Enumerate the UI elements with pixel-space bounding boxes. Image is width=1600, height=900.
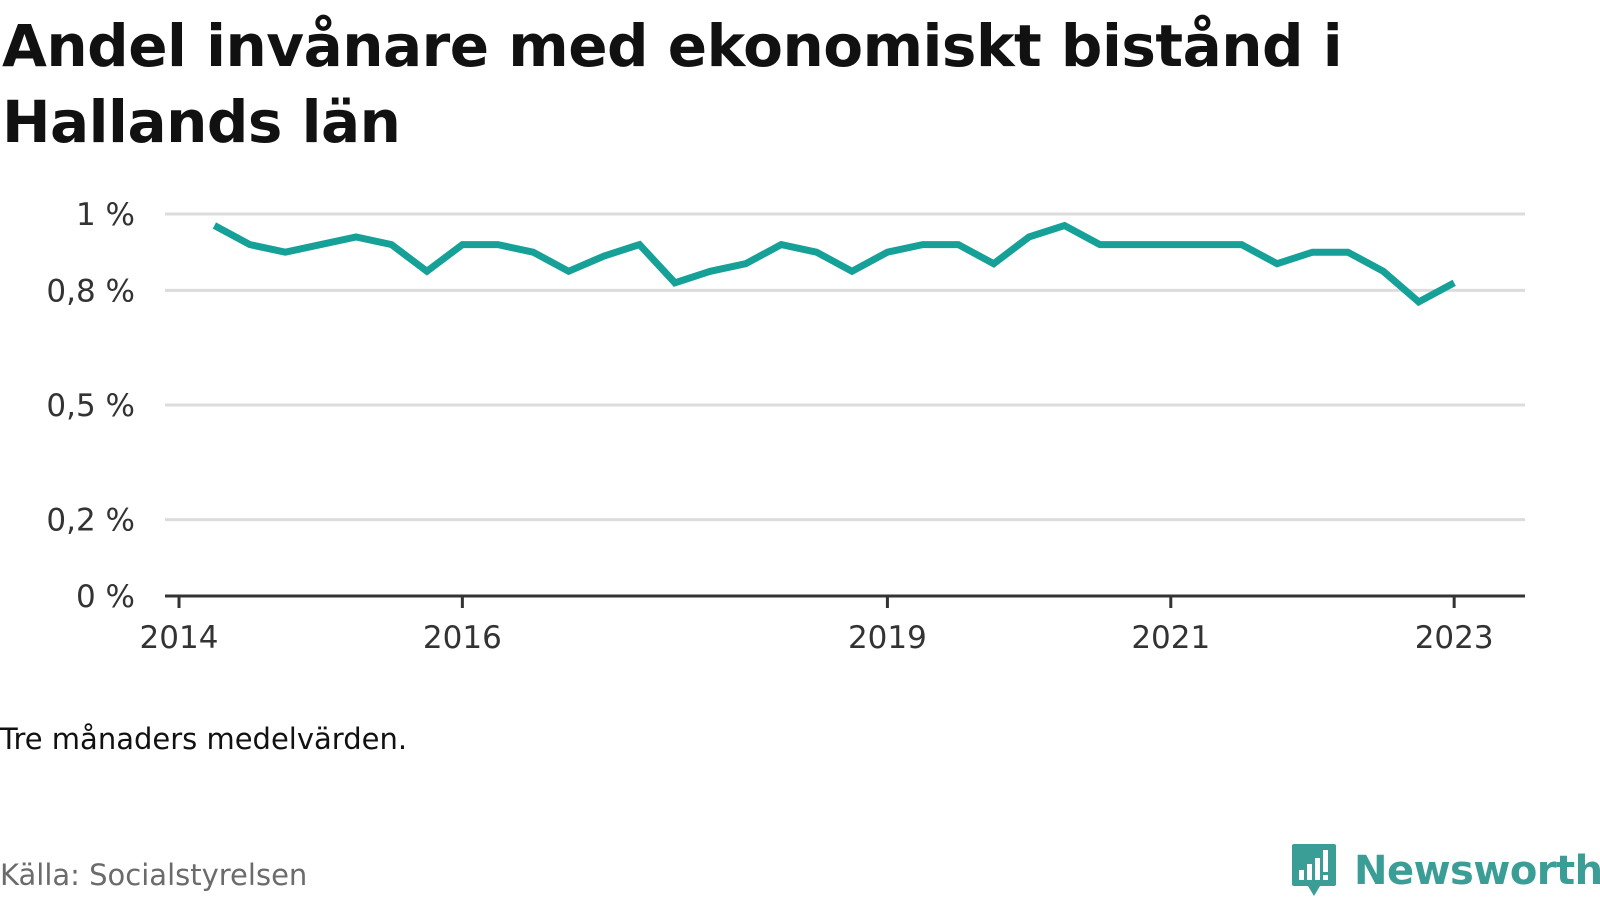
x-tick-label: 2014 bbox=[140, 620, 219, 656]
y-tick-label: 0 % bbox=[76, 579, 135, 615]
source-text: Källa: Socialstyrelsen bbox=[0, 858, 308, 892]
brand-name: Newsworthy bbox=[1354, 848, 1600, 894]
line-chart: 0 %0,2 %0,5 %0,8 %1 % 2014 2016 2019 2021 20… bbox=[46, 197, 1525, 656]
newsworthy-logo: Newsworthy bbox=[1290, 842, 1600, 900]
y-tick-label: 0,5 % bbox=[46, 388, 135, 424]
x-tick-label: 2023 bbox=[1415, 620, 1494, 656]
series-line bbox=[212, 221, 1456, 307]
x-tick-label: 2016 bbox=[423, 620, 502, 656]
chart-title: Andel invånare med ekonomiskt bistånd i … bbox=[2, 12, 1343, 156]
x-tick-label: 2021 bbox=[1131, 620, 1210, 656]
series-lines bbox=[212, 221, 1456, 307]
y-axis-ticks: 0 % 0,2 % 0,5 % 0,8 % 1 % bbox=[46, 197, 135, 615]
y-tick-label: 1 % bbox=[76, 197, 135, 233]
y-tick-label: 0,2 % bbox=[46, 503, 135, 539]
bar-chart-icon bbox=[1292, 844, 1336, 896]
y-tick-label: 0,8 % bbox=[46, 273, 135, 309]
x-tick-label: 2019 bbox=[848, 620, 927, 656]
chart-note: Tre månaders medelvärden. bbox=[0, 722, 408, 756]
gridlines bbox=[165, 212, 1525, 522]
x-axis: 2014 2016 2019 2021 2023 bbox=[140, 594, 1525, 656]
